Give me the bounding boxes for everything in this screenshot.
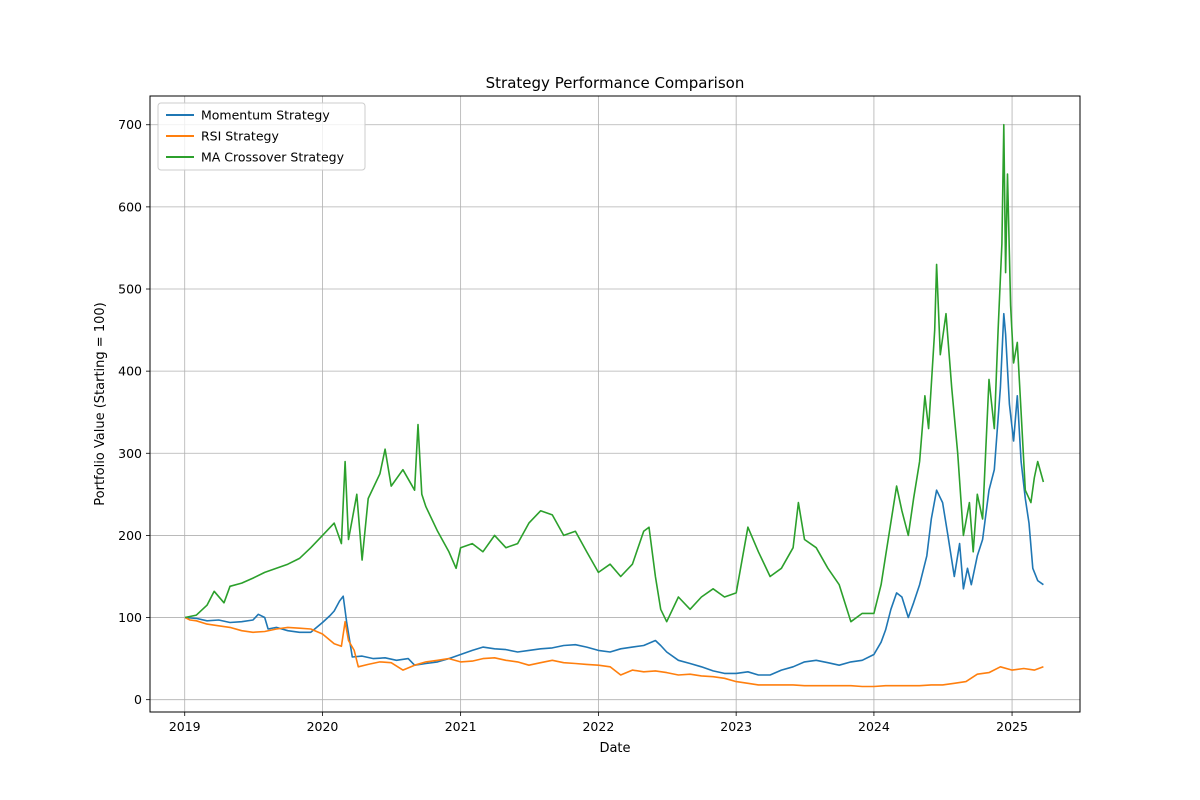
y-axis-label: Portfolio Value (Starting = 100)	[93, 302, 108, 505]
y-tick-label: 300	[118, 446, 142, 461]
x-axis-ticks: 2019 2020 2021 2022 2023 2024 2025	[169, 712, 1028, 734]
plot-frame	[149, 95, 1081, 713]
y-axis-ticks: 0 100 200 300 400 500 600 700	[118, 117, 150, 707]
series-line-momentum-strategy	[185, 312, 1044, 676]
x-tick-label: 2025	[996, 719, 1028, 734]
legend-label-rsi: RSI Strategy	[201, 129, 279, 144]
x-axis-label: Date	[599, 741, 630, 756]
x-tick-label: 2019	[169, 719, 201, 734]
x-tick-label: 2023	[720, 719, 752, 734]
y-tick-label: 500	[118, 282, 142, 297]
y-tick-label: 100	[118, 610, 142, 625]
series-line-rsi-strategy	[184, 616, 1044, 688]
grid-lines	[150, 96, 1080, 712]
x-tick-label: 2021	[445, 719, 477, 734]
series-lines	[184, 123, 1045, 688]
x-tick-label: 2024	[858, 719, 890, 734]
x-tick-label: 2022	[582, 719, 614, 734]
y-tick-label: 400	[118, 364, 142, 379]
x-tick-label: 2020	[307, 719, 339, 734]
legend-box	[157, 102, 366, 171]
legend: Momentum Strategy RSI Strategy MA Crosso…	[157, 102, 366, 171]
chart-title: Strategy Performance Comparison	[486, 74, 745, 92]
y-tick-label: 700	[118, 117, 142, 132]
y-tick-label: 200	[118, 528, 142, 543]
legend-label-ma-crossover: MA Crossover Strategy	[201, 150, 345, 165]
series-line-ma-crossover-strategy	[184, 123, 1045, 623]
legend-label-momentum: Momentum Strategy	[201, 108, 330, 123]
y-tick-label: 0	[134, 692, 142, 707]
y-tick-label: 600	[118, 199, 142, 214]
